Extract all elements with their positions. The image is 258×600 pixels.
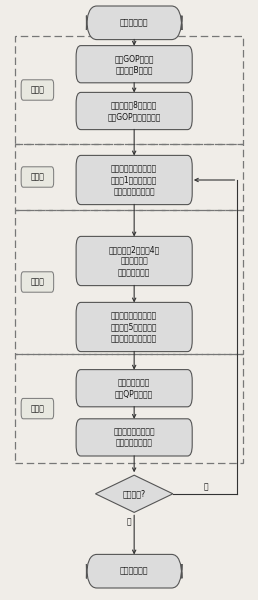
Text: 是: 是 [127, 517, 131, 527]
Text: 步骤二: 步骤二 [30, 173, 44, 181]
Bar [15, 210, 243, 354]
Text: 编码结束?: 编码结束? [123, 490, 146, 498]
Bar [15, 144, 243, 210]
Text: 比特分配结束: 比特分配结束 [120, 566, 148, 576]
Text: 步骤一: 步骤一 [30, 85, 44, 94]
Bar [15, 354, 243, 463]
Text: 根据GOP的大小
确定分层B帧结构: 根据GOP的大小 确定分层B帧结构 [114, 54, 154, 74]
FancyBboxPatch shape [21, 80, 54, 100]
FancyBboxPatch shape [76, 92, 192, 130]
FancyBboxPatch shape [76, 155, 192, 205]
Text: 根据预测编码复杂度按
照公式（5）计算分配
给图像帧的目标比特数: 根据预测编码复杂度按 照公式（5）计算分配 给图像帧的目标比特数 [111, 311, 157, 343]
Text: 否: 否 [204, 482, 209, 492]
Text: 步骤四: 步骤四 [30, 404, 44, 413]
FancyBboxPatch shape [21, 272, 54, 292]
FancyBboxPatch shape [21, 398, 54, 419]
Text: 根据率失真模型
计算QP值并编码: 根据率失真模型 计算QP值并编码 [115, 378, 153, 398]
FancyBboxPatch shape [86, 6, 182, 40]
Text: 根据编码信息自适应
调整时间层权重值: 根据编码信息自适应 调整时间层权重值 [113, 427, 155, 448]
FancyBboxPatch shape [86, 554, 182, 588]
FancyBboxPatch shape [21, 167, 54, 187]
Text: 比特分配开始: 比特分配开始 [120, 19, 148, 28]
Text: 根据时间层权重值按照
公式（1）计算分配给
时间层的目标比特数: 根据时间层权重值按照 公式（1）计算分配给 时间层的目标比特数 [111, 164, 157, 196]
FancyBboxPatch shape [76, 302, 192, 352]
Text: 根据公式（8）计算分
配给GOP的目标比特数: 根据公式（8）计算分 配给GOP的目标比特数 [108, 101, 161, 121]
Text: 按照公式（2）～（4）
计算图像帧的
预测编码复杂度: 按照公式（2）～（4） 计算图像帧的 预测编码复杂度 [109, 245, 160, 277]
Text: 步骤三: 步骤三 [30, 277, 44, 286]
FancyBboxPatch shape [76, 370, 192, 407]
FancyBboxPatch shape [76, 419, 192, 456]
Polygon shape [95, 475, 173, 512]
FancyBboxPatch shape [76, 46, 192, 83]
FancyBboxPatch shape [76, 236, 192, 286]
Bar [15, 36, 243, 144]
